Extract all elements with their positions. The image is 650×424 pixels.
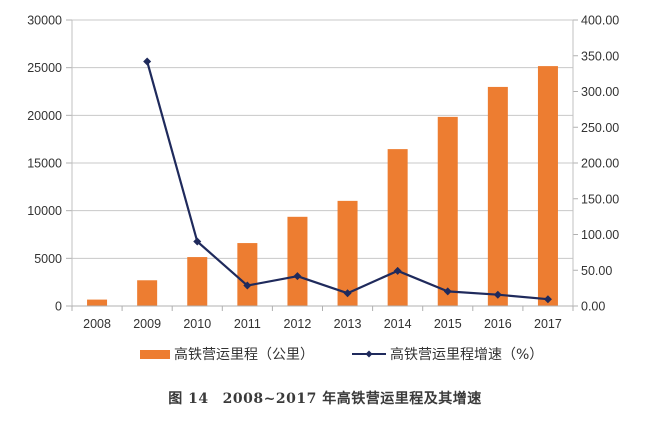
- x-axis-tick-label: 2011: [234, 317, 261, 331]
- x-axis-tick-label: 2010: [183, 317, 211, 331]
- x-axis-tick-label: 2014: [384, 317, 412, 331]
- right-axis-tick-label: 300.00: [581, 85, 619, 99]
- diamond-marker-icon: [443, 287, 452, 296]
- bar: [337, 200, 358, 306]
- bar: [87, 299, 108, 306]
- x-axis-labels: 2008 2009 2010 2011 2012 2013 2014 2015 2016 2017: [83, 317, 562, 331]
- x-axis-tick-label: 2009: [133, 317, 161, 331]
- line-diamond-swatch-icon: [352, 350, 386, 358]
- diamond-marker-icon: [393, 266, 402, 275]
- left-axis-tick-label: 30000: [27, 14, 62, 28]
- diamond-marker-icon: [543, 295, 552, 304]
- legend-label-growth: 高铁营运里程增速（%）: [390, 347, 544, 363]
- left-axis-labels: 0 5000 10000 15000 20000 25000 30000: [27, 14, 62, 314]
- right-axis-labels: 0.00 50.00 100.00 150.00 200.00 250.00 300.00 3…: [581, 14, 619, 314]
- right-axis-tick-label: 400.00: [581, 14, 619, 28]
- figure-number: 图 14: [168, 391, 209, 407]
- figure-caption: 图 14 2008~2017 年高铁营运里程及其增速: [0, 388, 650, 408]
- x-axis-tick-label: 2017: [534, 317, 562, 331]
- bar: [537, 66, 558, 306]
- legend-item-mileage: 高铁营运里程（公里）: [140, 344, 314, 364]
- bar: [287, 216, 308, 306]
- bar: [237, 243, 258, 306]
- bar-series-mileage: [87, 66, 558, 306]
- diamond-marker-icon: [493, 290, 502, 299]
- legend-label-mileage: 高铁营运里程（公里）: [174, 347, 314, 363]
- line-series-growth: [143, 57, 552, 304]
- axes: [66, 19, 578, 311]
- legend-item-growth: 高铁营运里程增速（%）: [352, 344, 543, 364]
- diamond-marker-icon: [293, 272, 302, 281]
- right-axis-tick-label: 250.00: [581, 121, 619, 135]
- right-axis-tick-label: 50.00: [581, 264, 612, 278]
- diamond-marker-icon: [193, 237, 202, 246]
- right-axis-tick-label: 100.00: [581, 228, 619, 242]
- left-axis-tick-label: 0: [55, 300, 62, 314]
- legend: 高铁营运里程（公里） 高铁营运里程增速（%）: [140, 344, 581, 364]
- left-axis-tick-label: 15000: [27, 157, 62, 171]
- x-axis-tick-label: 2016: [484, 317, 512, 331]
- right-axis-tick-label: 200.00: [581, 157, 619, 171]
- bar: [187, 257, 208, 306]
- bar: [487, 86, 508, 306]
- diamond-marker-icon: [243, 281, 252, 290]
- chart-plot-area: 0 5000 10000 15000 20000 25000 30000 0.00 50.00…: [27, 14, 619, 332]
- right-axis-tick-label: 350.00: [581, 49, 619, 63]
- left-axis-tick-label: 10000: [27, 204, 62, 218]
- right-axis-tick-label: 0.00: [581, 300, 605, 314]
- x-axis-tick-label: 2015: [434, 317, 462, 331]
- right-axis-tick-label: 150.00: [581, 192, 619, 206]
- x-axis-tick-label: 2013: [334, 317, 362, 331]
- left-axis-tick-label: 5000: [34, 252, 62, 266]
- x-axis-tick-label: 2012: [284, 317, 312, 331]
- x-axis-tick-label: 2008: [83, 317, 111, 331]
- bar: [437, 116, 458, 306]
- diamond-marker-icon: [143, 57, 152, 66]
- figure-title: 2008~2017 年高铁营运里程及其增速: [222, 391, 482, 407]
- diamond-marker-icon: [343, 289, 352, 298]
- bar-swatch-icon: [140, 349, 170, 359]
- left-axis-tick-label: 20000: [27, 109, 62, 123]
- left-axis-tick-label: 25000: [27, 61, 62, 75]
- bar: [387, 149, 408, 306]
- bar: [137, 280, 158, 306]
